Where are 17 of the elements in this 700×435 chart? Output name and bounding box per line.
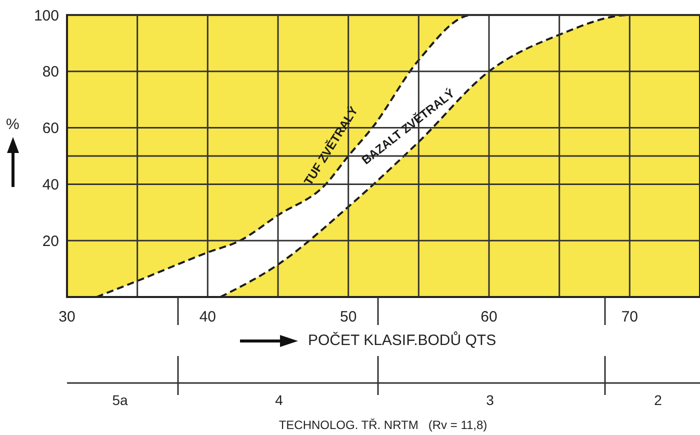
y-tick-label: 20 xyxy=(42,232,59,250)
x-axis-title: POČET KLASIF.BODŮ QTS xyxy=(308,332,496,349)
y-axis-title: % xyxy=(6,116,20,133)
y-tick-label: 60 xyxy=(42,120,59,138)
y-tick-label: 100 xyxy=(34,7,59,24)
text: 3 xyxy=(486,392,494,408)
text: 4 xyxy=(275,392,284,408)
text: 5a xyxy=(112,392,128,408)
x-tick-label: 30 xyxy=(58,308,76,326)
text: TECHNOLOG. TŘ. NRTM (Rv = 11,8) xyxy=(278,418,488,432)
y-tick-label: 40 xyxy=(42,176,59,194)
text: 2 xyxy=(654,392,662,408)
x-tick-label: 70 xyxy=(621,308,638,326)
x-tick-label: 50 xyxy=(340,308,357,326)
x-tick-label: 40 xyxy=(199,308,216,326)
x-tick-label: 60 xyxy=(480,308,498,326)
y-tick-label: 80 xyxy=(42,64,59,81)
